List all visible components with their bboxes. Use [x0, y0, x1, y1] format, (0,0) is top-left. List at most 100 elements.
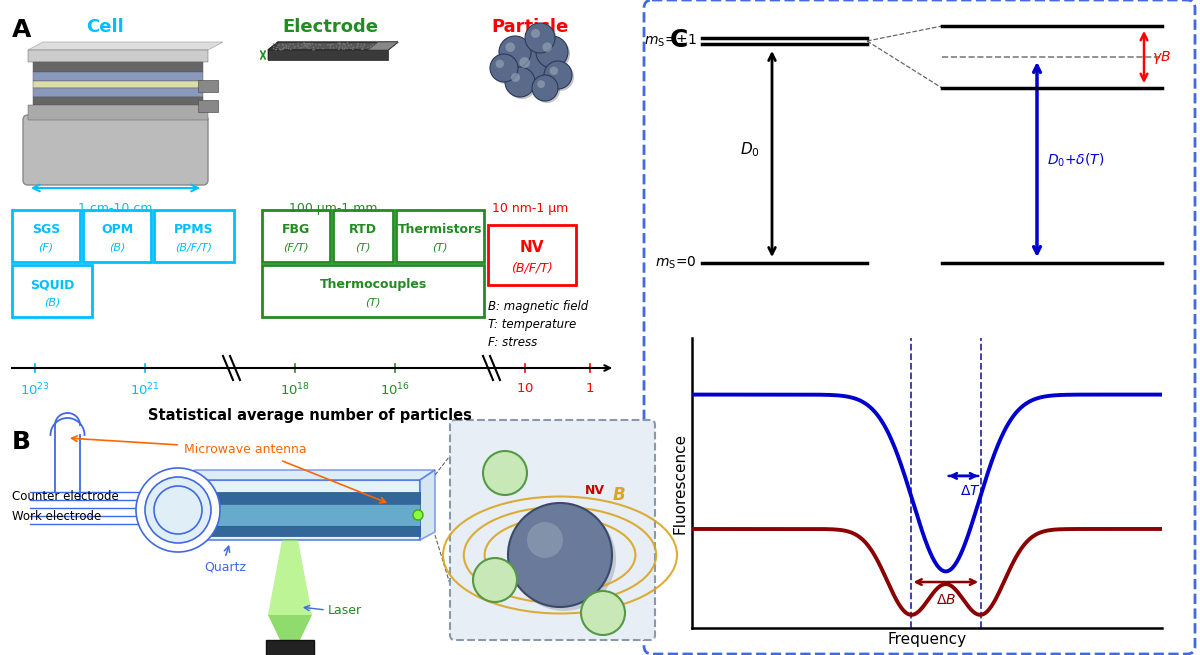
Circle shape — [343, 48, 346, 50]
Circle shape — [538, 80, 545, 88]
Circle shape — [308, 43, 310, 45]
Circle shape — [362, 48, 364, 50]
Text: Laser: Laser — [328, 603, 362, 616]
Circle shape — [276, 47, 277, 48]
Circle shape — [360, 46, 361, 47]
Circle shape — [306, 45, 308, 46]
Bar — [488, 225, 576, 285]
Text: $10^{23}$: $10^{23}$ — [20, 382, 50, 399]
Text: $m_\mathrm{S}$=0: $m_\mathrm{S}$=0 — [655, 255, 697, 271]
Circle shape — [536, 36, 568, 68]
Circle shape — [337, 43, 338, 44]
Bar — [154, 210, 234, 262]
Circle shape — [344, 47, 346, 48]
Circle shape — [306, 46, 308, 47]
Circle shape — [298, 43, 299, 45]
Circle shape — [527, 25, 557, 55]
Circle shape — [371, 47, 373, 48]
Circle shape — [305, 45, 306, 47]
Circle shape — [313, 47, 314, 48]
Text: PPMS: PPMS — [174, 223, 214, 236]
Circle shape — [272, 48, 275, 50]
Circle shape — [343, 43, 344, 45]
Circle shape — [376, 43, 377, 45]
Circle shape — [374, 48, 376, 50]
Circle shape — [347, 43, 348, 44]
Text: A: A — [12, 18, 31, 42]
Circle shape — [508, 69, 538, 99]
Text: Li⁺: Li⁺ — [497, 468, 514, 478]
Text: (T): (T) — [432, 242, 448, 252]
Text: (F/T): (F/T) — [283, 242, 308, 252]
Text: Quartz: Quartz — [204, 560, 246, 573]
Text: Li⁺: Li⁺ — [487, 575, 503, 585]
Circle shape — [356, 46, 358, 48]
Polygon shape — [420, 470, 436, 540]
Text: (B/F/T): (B/F/T) — [175, 242, 212, 252]
Text: RTD: RTD — [349, 223, 377, 236]
Circle shape — [544, 61, 572, 89]
Circle shape — [364, 45, 365, 47]
Circle shape — [329, 47, 331, 48]
Circle shape — [307, 43, 308, 45]
Circle shape — [372, 44, 373, 46]
Polygon shape — [268, 540, 312, 615]
Circle shape — [276, 48, 277, 50]
Circle shape — [304, 46, 305, 48]
Polygon shape — [268, 42, 278, 60]
Text: $m_\mathrm{S}$=±1: $m_\mathrm{S}$=±1 — [644, 33, 697, 49]
Circle shape — [358, 44, 359, 45]
Circle shape — [520, 57, 530, 68]
Bar — [396, 210, 484, 262]
Circle shape — [374, 48, 376, 50]
Circle shape — [379, 48, 380, 49]
Circle shape — [473, 558, 517, 602]
Circle shape — [300, 47, 302, 48]
Circle shape — [282, 48, 283, 50]
Circle shape — [275, 43, 276, 45]
Circle shape — [301, 47, 302, 48]
Circle shape — [343, 43, 344, 45]
Text: Cell: Cell — [86, 18, 124, 36]
Circle shape — [338, 47, 340, 48]
Bar — [266, 640, 314, 655]
Circle shape — [338, 48, 340, 50]
Bar — [34, 97, 203, 105]
Circle shape — [342, 48, 343, 50]
Polygon shape — [368, 42, 398, 50]
Circle shape — [361, 43, 362, 45]
Circle shape — [332, 43, 334, 45]
Circle shape — [277, 47, 278, 48]
Circle shape — [358, 43, 359, 45]
Circle shape — [362, 46, 364, 48]
Circle shape — [352, 48, 354, 50]
Text: NV: NV — [586, 484, 605, 497]
FancyBboxPatch shape — [23, 115, 208, 185]
Circle shape — [307, 43, 310, 45]
Text: $D_0$: $D_0$ — [740, 141, 760, 159]
Circle shape — [329, 44, 330, 45]
Circle shape — [293, 43, 294, 45]
Circle shape — [281, 49, 282, 50]
Text: C: C — [670, 28, 689, 52]
Text: Particle: Particle — [491, 18, 569, 36]
Circle shape — [527, 522, 563, 558]
FancyBboxPatch shape — [644, 0, 1195, 654]
Circle shape — [371, 46, 372, 48]
Circle shape — [318, 44, 319, 45]
Circle shape — [298, 45, 299, 47]
FancyBboxPatch shape — [450, 420, 655, 640]
Bar — [12, 210, 80, 262]
Circle shape — [306, 46, 307, 47]
Bar — [12, 265, 92, 317]
Y-axis label: Fluorescence: Fluorescence — [673, 432, 688, 534]
Text: $10$: $10$ — [516, 382, 534, 395]
Circle shape — [581, 591, 625, 635]
Circle shape — [304, 43, 305, 44]
Circle shape — [344, 44, 346, 45]
Text: (B): (B) — [44, 297, 60, 307]
Circle shape — [332, 47, 334, 48]
Circle shape — [307, 46, 308, 47]
Text: Statistical average number of particles: Statistical average number of particles — [148, 408, 472, 423]
Text: B: B — [613, 486, 625, 504]
